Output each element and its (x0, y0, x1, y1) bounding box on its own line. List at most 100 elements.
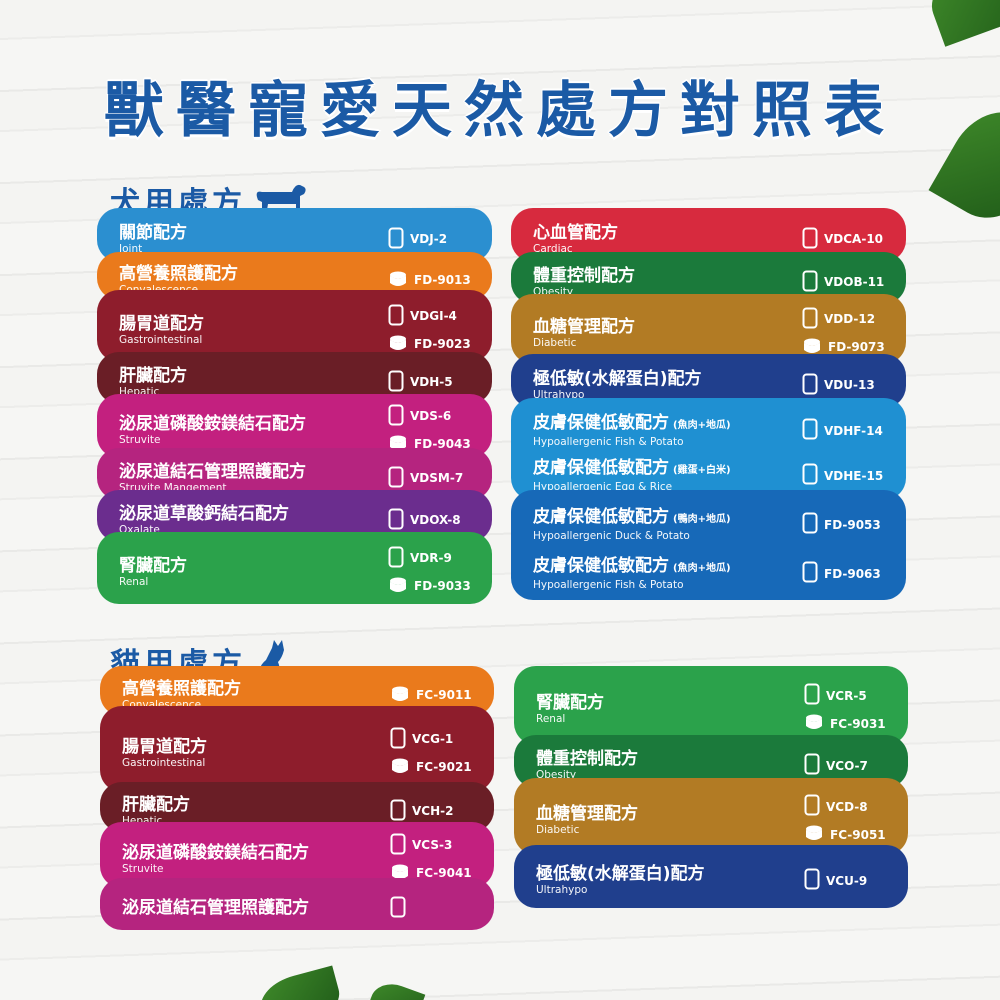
code-list: FD-9063 (802, 561, 906, 585)
code-list: VCD-8 FC-9051 (804, 794, 908, 846)
code-text: VCU-9 (826, 873, 868, 888)
formula-row: 極低敏(水解蛋白)配方 Ultrahypo VCU-9 (514, 845, 908, 908)
pack-icon (804, 868, 820, 893)
pack-icon (390, 757, 410, 778)
code-text: VDU-13 (824, 378, 875, 392)
code-list: VDHF-14 (802, 418, 906, 443)
code-list: VCS-3 FC-9041 (390, 833, 494, 884)
formula-english: Hypoallergenic Fish & Potato (533, 578, 684, 591)
formula-note: (雞蛋+白米) (673, 464, 731, 476)
code-text: VDSM-7 (410, 471, 464, 485)
formula-name: 泌尿道結石管理照護配方 (122, 898, 309, 918)
pack-icon (390, 863, 410, 884)
product-code: VDD-12 (802, 307, 906, 332)
formula-row: 泌尿道磷酸銨鎂結石配方 Struvite VCS-3 FC-9041 (100, 822, 494, 888)
pack-icon (390, 833, 406, 858)
formula-row: 泌尿道磷酸銨鎂結石配方 Struvite VDS-6 FD-9043 (97, 394, 492, 458)
formula-name: 泌尿道磷酸銨鎂結石配方 (122, 842, 309, 863)
formula-name: 高營養照護配方 (119, 263, 238, 284)
formula-text: 泌尿道磷酸銨鎂結石配方 Struvite (122, 843, 390, 876)
code-list: FD-9013 (388, 269, 492, 291)
dog-icon (256, 184, 306, 216)
formula-name: 極低敏(水解蛋白)配方 (536, 864, 705, 884)
formula-text: 泌尿道磷酸銨鎂結石配方 Struvite (119, 414, 388, 447)
product-code: VDJ-2 (388, 227, 492, 250)
code-list: VDJ-2 (388, 227, 492, 250)
formula-english: Joint (119, 242, 143, 255)
pack-icon (388, 304, 404, 329)
code-text: VCR-5 (826, 688, 867, 703)
product-code: VCR-5 (804, 683, 908, 707)
leaf (364, 977, 426, 1000)
formula-entry: 極低敏(水解蛋白)配方 Ultrahypo VDU-13 (533, 364, 906, 406)
formula-row: 腸胃道配方 Gastrointestinal VCG-1 FC-9021 (100, 706, 494, 792)
code-text: VCD-8 (826, 799, 868, 814)
formula-name: 肝臟配方 (119, 365, 187, 386)
formula-entry: 皮膚保健低敏配方 (雞蛋+白米) Hypoallergenic Egg & Rice… (533, 453, 906, 498)
pack-icon (802, 463, 818, 488)
formula-name: 皮膚保健低敏配方 (雞蛋+白米) (533, 457, 731, 478)
code-list: VCU-9 (804, 868, 908, 893)
formula-english: Diabetic (536, 824, 580, 836)
formula-text: 心血管配方 Cardiac (533, 223, 802, 256)
formula-note: (魚肉+地瓜) (673, 562, 731, 574)
formula-entry: 心血管配方 Cardiac VDCA-10 (533, 218, 906, 260)
code-text: VCO-7 (826, 758, 868, 773)
formula-english: Ultrahypo (536, 884, 588, 896)
code-list: VDOB-11 (802, 270, 906, 293)
product-code: VCG-1 (390, 727, 494, 752)
formula-english: Hypoallergenic Fish & Potato (533, 435, 684, 448)
product-code: VCH-2 (390, 799, 494, 822)
product-code: VDHF-14 (802, 418, 906, 443)
code-text: FD-9033 (414, 579, 471, 593)
pack-icon (804, 713, 824, 734)
pack-icon (388, 334, 408, 355)
code-text: VDH-5 (410, 375, 453, 389)
pack-icon (802, 418, 818, 443)
pack-icon (390, 727, 406, 752)
formula-english: Hypoallergenic Egg & Rice (533, 480, 673, 493)
code-list: VDCA-10 (802, 227, 906, 250)
code-text: VDD-12 (824, 312, 876, 326)
formula-entry: 泌尿道磷酸銨鎂結石配方 Struvite VDS-6 FD-9043 (119, 404, 492, 456)
product-code: VDOB-11 (802, 270, 906, 293)
formula-row: 腎臟配方 Renal VCR-5 FC-9031 (514, 666, 908, 745)
pack-icon (802, 373, 818, 398)
pack-icon (802, 307, 818, 332)
formula-entry: 極低敏(水解蛋白)配方 Ultrahypo VCU-9 (536, 855, 908, 906)
product-code: VDHE-15 (802, 463, 906, 488)
code-text: FC-9031 (830, 716, 886, 731)
pack-icon (388, 466, 404, 491)
product-code: VDH-5 (388, 370, 492, 393)
pack-icon (804, 753, 820, 778)
formula-english: Renal (536, 713, 566, 725)
pack-icon (388, 508, 404, 533)
formula-name: 皮膚保健低敏配方 (魚肉+地瓜) (533, 555, 731, 576)
formula-english: Renal (119, 575, 149, 588)
formula-entry: 血糖管理配方 Diabetic VCD-8 FC-9051 (536, 788, 908, 853)
product-code: FD-9033 (388, 575, 492, 597)
code-list: VDD-12 FD-9073 (802, 307, 906, 358)
formula-name: 腎臟配方 (119, 555, 187, 576)
code-text: FD-9043 (414, 437, 471, 451)
code-list: VDU-13 (802, 373, 906, 398)
formula-entry: 關節配方 Joint VDJ-2 (119, 218, 492, 260)
formula-text: 腸胃道配方 Gastrointestinal (122, 737, 390, 770)
code-list: VCO-7 (804, 753, 908, 778)
formula-name: 肝臟配方 (122, 794, 190, 815)
code-text: VDHE-15 (824, 468, 884, 483)
formula-entry: 皮膚保健低敏配方 (魚肉+地瓜) Hypoallergenic Fish & Pot… (533, 408, 906, 453)
formula-entry: 泌尿道磷酸銨鎂結石配方 Struvite VCS-3 FC-9041 (122, 832, 494, 886)
code-text: FD-9013 (414, 273, 471, 287)
formula-row: 腸胃道配方 Gastrointestinal VDGI-4 FD-9023 (97, 290, 492, 362)
formula-name: 心血管配方 (533, 222, 618, 243)
product-code: VDSM-7 (388, 466, 492, 491)
formula-entry: 皮膚保健低敏配方 (鴨肉+地瓜) Hypoallergenic Duck & Pot… (533, 500, 906, 549)
product-code: FC-9041 (390, 862, 494, 884)
code-list: VCG-1 FC-9021 (390, 727, 494, 778)
product-code (390, 896, 494, 919)
code-text: VDCA-10 (824, 232, 884, 246)
product-code: VDCA-10 (802, 227, 906, 250)
code-text: VDR-9 (410, 551, 452, 565)
formula-text: 泌尿道結石管理照護配方 (122, 898, 390, 918)
